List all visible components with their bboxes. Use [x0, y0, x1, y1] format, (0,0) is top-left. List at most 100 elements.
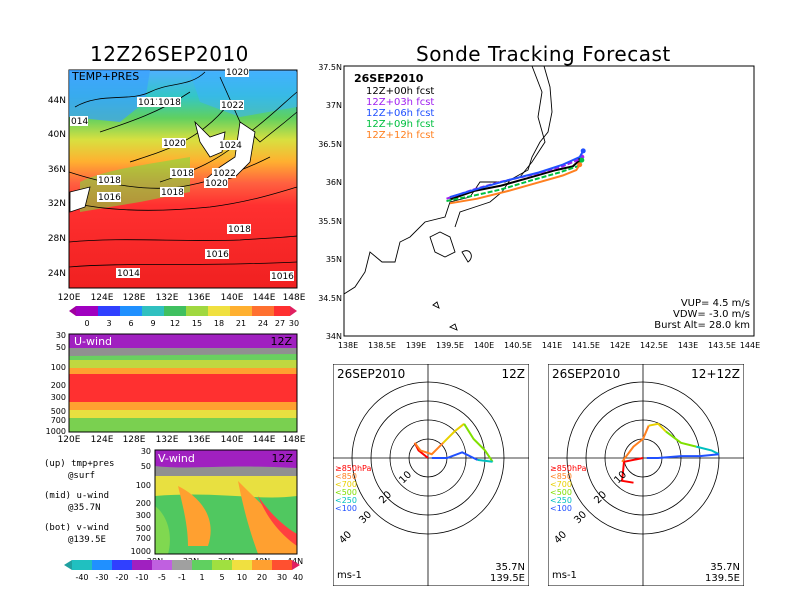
- hodo-line: [646, 453, 720, 459]
- colorbar-tick: 9: [150, 319, 155, 328]
- p-tick: 700: [51, 416, 66, 425]
- hodo-line: [431, 451, 478, 461]
- right-title: Sonde Tracking Forecast: [416, 42, 671, 66]
- hodo-line: [665, 430, 697, 448]
- hodograph-right: 26SEP2010 12+12Z ≥850hPa <850 <700 <500 …: [548, 364, 744, 586]
- p-tick: 500: [51, 407, 66, 416]
- track-date: 26SEP2010: [354, 72, 424, 85]
- lat-tick: 36N: [48, 165, 66, 175]
- lon-tick: 140E: [474, 341, 494, 350]
- isobar-label: 1016: [271, 272, 294, 282]
- lat-tick: 35N: [326, 255, 342, 264]
- hodo-legend: ≥850hPa: [335, 464, 372, 473]
- isobar-label: 1016: [98, 193, 121, 203]
- hodo-line: [442, 423, 465, 444]
- hodo-legend: <700: [335, 480, 357, 489]
- lon-tick: 128E: [123, 435, 146, 445]
- legend-item: 12Z+00h fcst: [366, 86, 434, 97]
- lon-tick: 142E: [610, 341, 630, 350]
- legend-item: 12Z+06h fcst: [366, 108, 434, 119]
- map-inset-label: TEMP+PRES: [71, 70, 139, 83]
- lon-tick: 138.5E: [368, 341, 396, 350]
- track-line: [449, 164, 581, 205]
- colorbar-tick: -10: [135, 573, 148, 582]
- hodo-legend: <850: [550, 472, 572, 481]
- hodo-legend: <100: [550, 504, 572, 513]
- colorbar-tick: -40: [75, 573, 88, 582]
- left-title: 12Z26SEP2010: [90, 42, 249, 66]
- lat-tick: 35.5N: [318, 217, 342, 226]
- colorbar-tick: 21: [236, 319, 246, 328]
- note-line: @35.7N: [68, 503, 101, 513]
- isobar-label: 1018: [228, 225, 251, 235]
- burst-point: [579, 157, 585, 163]
- lat-tick: 44N: [287, 557, 303, 566]
- lon-tick: 120E: [58, 435, 81, 445]
- param-line: VUP= 4.5 m/s: [681, 298, 750, 309]
- lon-tick: 136E: [188, 293, 211, 303]
- p-tick: 50: [56, 343, 66, 352]
- hodo-date: 26SEP2010: [552, 367, 620, 381]
- hodo-line: [648, 422, 667, 433]
- hodo-legend: <100: [335, 504, 357, 513]
- lon-tick: 140.5E: [504, 341, 532, 350]
- lon-tick: 139E: [406, 341, 426, 350]
- lon-tick: 132E: [156, 435, 179, 445]
- lon-tick: 128E: [123, 293, 146, 303]
- lon-tick: 144E: [253, 293, 276, 303]
- legend-item: 12Z+03h fcst: [366, 97, 434, 108]
- isobar-label: 1024: [219, 141, 242, 151]
- hodo-date: 26SEP2010: [337, 367, 405, 381]
- colorbar-tick: -30: [95, 573, 108, 582]
- isobar-label: 1018: [171, 169, 194, 179]
- v-wind-panel: V-wind 12Z 30 50 100 200 300 500 700 100…: [131, 447, 303, 566]
- track-map: 26SEP2010 12Z+00h fcst 12Z+03h fcst 12Z+…: [318, 63, 760, 350]
- p-tick: 30: [141, 447, 151, 456]
- burst-point: [577, 162, 583, 168]
- hodo-unit: ms-1: [337, 570, 362, 581]
- notes: (up) tmp+pres @surf (mid) u-wind @35.7N …: [44, 458, 144, 546]
- note-line: (up) tmp+pres: [44, 459, 115, 469]
- p-tick: 700: [136, 534, 151, 543]
- hodo-unit: ms-1: [552, 570, 577, 581]
- colorbar-tick: 24: [258, 319, 268, 328]
- temp-colorbar: 0 3 6 9 12 15 18 21 24 27 30: [69, 306, 299, 328]
- lon-tick: 124E: [91, 435, 114, 445]
- hodo-line: [695, 445, 720, 456]
- map-lat-ticks: 44N 40N 36N 32N 28N 24N: [48, 96, 66, 279]
- param-line: Burst Alt= 28.0 km: [654, 320, 750, 331]
- hodo-time: 12Z: [502, 367, 526, 381]
- hodo-lon: 139.5E: [705, 573, 740, 584]
- p-tick: 50: [141, 462, 151, 471]
- p-tick: 200: [51, 381, 66, 390]
- isobar-labels: 1020 1022 1011 1018 014 1020 1024 1018 1…: [70, 67, 294, 282]
- map-lon-ticks: 120E 124E 128E 132E 136E 140E 144E 148E: [58, 293, 306, 303]
- v-wind-label: V-wind: [158, 452, 195, 465]
- wind-colorbar: -40 -30 -20 -10 -5 -1 1 5 10 20 30 40: [64, 560, 303, 582]
- isobar-label: 1022: [213, 169, 236, 179]
- p-tick: 1000: [46, 427, 66, 436]
- lon-tick: 148E: [283, 435, 306, 445]
- lat-tick: 34N: [326, 332, 342, 341]
- lon-tick: 143E: [678, 341, 698, 350]
- track-series: [446, 148, 586, 205]
- hodo-legend: <500: [550, 488, 572, 497]
- lon-tick: 144E: [253, 435, 276, 445]
- isobar-label: 1020: [205, 179, 228, 189]
- burst-point: [580, 148, 586, 154]
- hodo-line: [413, 442, 444, 456]
- lon-tick: 139.5E: [436, 341, 464, 350]
- lon-tick: 140E: [221, 293, 244, 303]
- colorbar-tick: 18: [214, 319, 224, 328]
- lon-tick: 142.5E: [640, 341, 668, 350]
- track-line: [449, 150, 585, 199]
- hodo-line: [477, 458, 493, 463]
- colorbar-tick: 40: [293, 573, 303, 582]
- hodo-legend: <250: [550, 496, 572, 505]
- u-wind-label: U-wind: [74, 335, 112, 348]
- legend-item: 12Z+12h fcst: [366, 130, 434, 141]
- colorbar-tick: 20: [257, 573, 267, 582]
- hodo-line: [621, 457, 644, 484]
- colorbar-tick: 27: [275, 319, 285, 328]
- lat-tick: 28N: [48, 234, 66, 244]
